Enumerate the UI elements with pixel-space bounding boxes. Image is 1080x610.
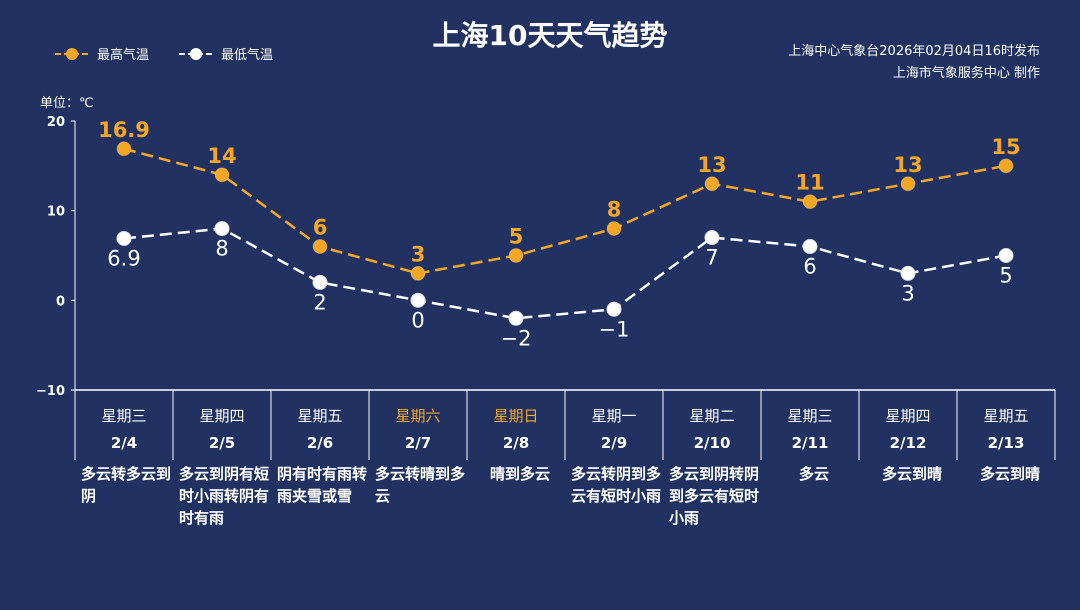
- weekday-label: 星期六: [395, 407, 441, 425]
- source-line2: 上海市气象服务中心 制作: [892, 66, 1040, 81]
- weather-description: 多云转阴到多云有短时小雨: [571, 465, 662, 505]
- high-label: 16.9: [98, 118, 150, 142]
- high-label: 11: [795, 171, 824, 195]
- y-tick-label: 20: [47, 115, 65, 130]
- low-point: [116, 230, 132, 246]
- low-label: 3: [901, 281, 914, 305]
- source-info: 上海中心气象台2026年02月04日16时发布 上海市气象服务中心 制作: [788, 41, 1040, 85]
- date-label: 2/6: [306, 434, 334, 452]
- low-point: [508, 310, 524, 326]
- legend-low-label: 最低气温: [221, 48, 274, 63]
- weather-description: 多云转晴到多云: [375, 465, 466, 505]
- low-label: 2: [313, 290, 326, 314]
- high-point: [900, 176, 916, 192]
- high-label: 3: [411, 242, 426, 266]
- weekday-label: 星期五: [983, 407, 1029, 425]
- high-point: [312, 239, 328, 255]
- high-label: 13: [893, 153, 922, 177]
- weekday-label: 星期二: [689, 407, 735, 425]
- legend-low: 最低气温: [179, 44, 273, 63]
- weekday-label: 星期四: [885, 407, 931, 425]
- low-label: 6.9: [107, 246, 140, 270]
- legend: 最高气温 最低气温: [55, 44, 273, 63]
- low-point: [900, 265, 916, 281]
- weekday-label: 星期日: [493, 407, 539, 425]
- low-point: [214, 221, 230, 237]
- low-point: [998, 248, 1014, 263]
- high-label: 6: [313, 216, 328, 240]
- low-point: [704, 230, 720, 246]
- weekday-label: 星期三: [787, 407, 833, 425]
- low-label: −2: [501, 326, 532, 350]
- low-label: 5: [999, 264, 1012, 288]
- weekday-label: 星期一: [591, 407, 637, 425]
- date-label: 2/7: [404, 434, 432, 452]
- legend-high-label: 最高气温: [97, 48, 150, 63]
- legend-high: 最高气温: [55, 44, 149, 63]
- unit-label: 单位：℃: [40, 96, 94, 111]
- high-point: [802, 194, 818, 210]
- chart-title: 上海10天天气趋势: [432, 19, 668, 52]
- date-label: 2/9: [600, 434, 628, 452]
- y-tick-label: −10: [36, 384, 65, 399]
- weekday-label: 星期四: [199, 407, 245, 425]
- low-label: 8: [215, 237, 228, 261]
- high-label: 5: [509, 225, 524, 249]
- low-label: −1: [599, 317, 630, 341]
- weather-description: 多云到晴: [881, 465, 942, 483]
- date-label: 2/12: [889, 434, 927, 452]
- high-point: [214, 167, 230, 183]
- high-point: [508, 248, 524, 263]
- weekday-label: 星期三: [101, 407, 147, 425]
- low-point: [312, 274, 328, 290]
- low-point: [606, 301, 622, 317]
- low-point: [802, 239, 818, 255]
- y-tick-label: 10: [47, 205, 65, 220]
- date-label: 2/13: [987, 434, 1025, 452]
- date-label: 2/4: [110, 434, 138, 452]
- high-point: [410, 265, 426, 281]
- high-label: 15: [991, 135, 1020, 159]
- high-point: [606, 221, 622, 237]
- low-label: 6: [803, 255, 816, 279]
- weather-description: 多云转多云到阴: [81, 465, 172, 505]
- date-label: 2/10: [693, 434, 731, 452]
- weekday-label: 星期五: [297, 407, 343, 425]
- low-point: [410, 292, 426, 308]
- high-point: [998, 158, 1014, 174]
- high-label: 14: [207, 144, 236, 168]
- date-label: 2/11: [791, 434, 829, 452]
- high-label: 8: [607, 198, 622, 222]
- high-label: 13: [697, 153, 726, 177]
- y-tick-label: 0: [56, 294, 65, 309]
- low-label: 7: [705, 246, 718, 270]
- weather-description: 多云到晴: [979, 465, 1040, 483]
- high-point: [116, 141, 132, 157]
- date-label: 2/5: [208, 434, 236, 452]
- weather-description: 多云到阴转阴到多云有短时小雨: [669, 465, 760, 527]
- high-point: [704, 176, 720, 192]
- weather-description: 阴有时有雨转雨夹雪或雪: [277, 465, 368, 505]
- source-line1: 上海中心气象台2026年02月04日16时发布: [788, 44, 1040, 59]
- weather-description: 晴到多云: [489, 465, 550, 483]
- low-line: [123, 227, 1007, 320]
- weather-description: 多云: [798, 465, 829, 483]
- high-line: [123, 147, 1007, 275]
- date-label: 2/8: [502, 434, 530, 452]
- low-label: 0: [411, 308, 424, 332]
- weather-description: 多云到阴有短时小雨转阴有时有雨: [179, 465, 270, 527]
